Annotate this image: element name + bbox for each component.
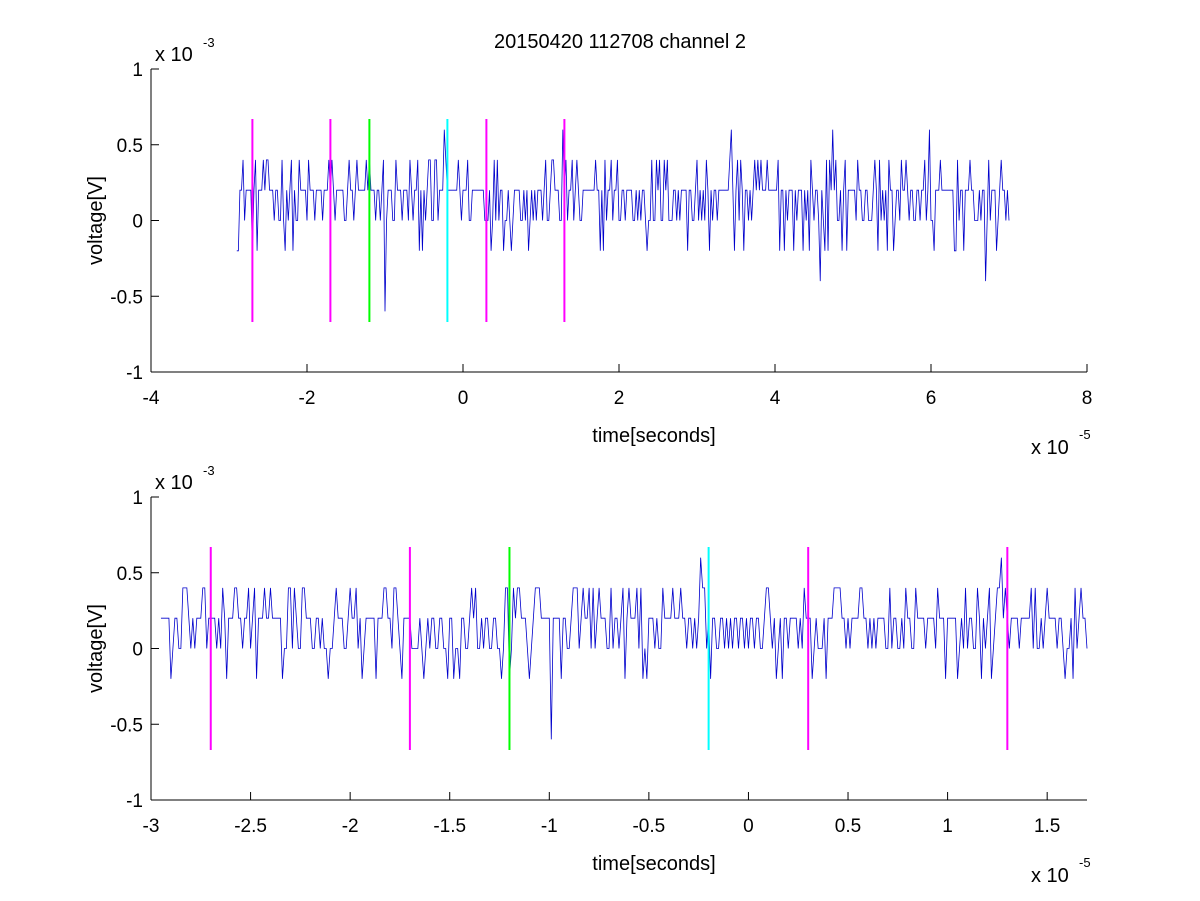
x-tick-label: 0 bbox=[458, 388, 469, 409]
x-tick-label: -1.5 bbox=[433, 816, 466, 837]
x-tick-label: 8 bbox=[1082, 388, 1093, 409]
y-exponent-label: x 10 bbox=[155, 44, 193, 66]
x-axis-label: time[seconds] bbox=[592, 425, 715, 447]
x-axis-label: time[seconds] bbox=[592, 853, 715, 875]
x-tick-label: -4 bbox=[143, 388, 160, 409]
x-tick-label: -1 bbox=[541, 816, 558, 837]
x-tick-label: 4 bbox=[770, 388, 781, 409]
x-tick-label: 1.5 bbox=[1034, 816, 1060, 837]
figure-title: 20150420 112708 channel 2 bbox=[494, 31, 746, 53]
x-tick-label: 0 bbox=[743, 816, 754, 837]
x-exponent-power: -5 bbox=[1079, 855, 1091, 870]
y-tick-label: -1 bbox=[126, 363, 143, 384]
x-tick-label: 2 bbox=[614, 388, 625, 409]
y-exponent-power: -3 bbox=[203, 35, 215, 50]
x-tick-label: -0.5 bbox=[632, 816, 665, 837]
signal-trace bbox=[160, 557, 1088, 740]
y-tick-label: 0 bbox=[132, 640, 143, 661]
y-axis-label: voltage[V] bbox=[85, 176, 107, 265]
x-tick-label: 6 bbox=[926, 388, 937, 409]
y-tick-label: 1 bbox=[132, 488, 143, 509]
top-axes: -1 -0.5 0 0.5 1 -4 -2 0 2 4 6 8 time[seconds] voltage… bbox=[85, 35, 1092, 459]
y-tick-label: 0.5 bbox=[117, 136, 143, 157]
bottom-axes: -1 -0.5 0 0.5 1 -3 -2.5 -2 -1.5 -1 -0.5 0 0.5 1 1.5 tim… bbox=[85, 463, 1091, 887]
y-axis-label: voltage[V] bbox=[85, 604, 107, 693]
y-tick-label: 0.5 bbox=[117, 564, 143, 585]
y-exponent-power: -3 bbox=[203, 463, 215, 478]
y-tick-label: 0 bbox=[132, 212, 143, 233]
y-tick-label: -0.5 bbox=[110, 287, 143, 308]
signal-trace bbox=[236, 129, 1010, 312]
x-exponent-power: -5 bbox=[1079, 427, 1091, 442]
y-exponent-label: x 10 bbox=[155, 472, 193, 494]
y-tick-label: -0.5 bbox=[110, 715, 143, 736]
x-tick-label: -2 bbox=[342, 816, 359, 837]
y-tick-label: -1 bbox=[126, 791, 143, 812]
y-tick-label: 1 bbox=[132, 60, 143, 81]
x-tick-label: -2 bbox=[299, 388, 316, 409]
x-tick-label: -3 bbox=[143, 816, 160, 837]
x-tick-label: 1 bbox=[942, 816, 953, 837]
x-tick-label: 0.5 bbox=[835, 816, 861, 837]
x-exponent-label: x 10 bbox=[1031, 865, 1069, 887]
x-exponent-label: x 10 bbox=[1031, 437, 1069, 459]
x-tick-label: -2.5 bbox=[234, 816, 267, 837]
